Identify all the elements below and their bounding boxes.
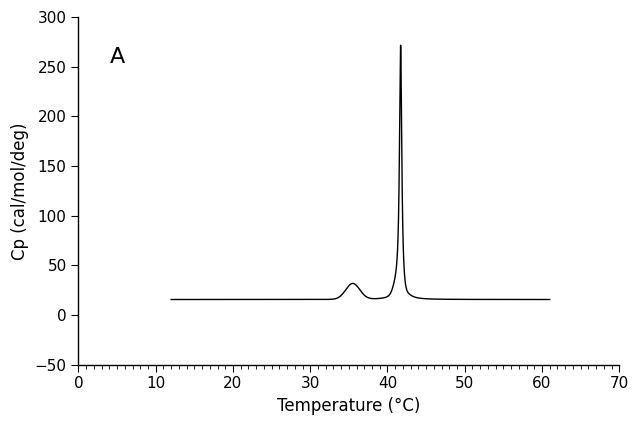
X-axis label: Temperature (°C): Temperature (°C) bbox=[277, 397, 420, 415]
Y-axis label: Cp (cal/mol/deg): Cp (cal/mol/deg) bbox=[11, 122, 29, 259]
Text: A: A bbox=[109, 47, 125, 67]
